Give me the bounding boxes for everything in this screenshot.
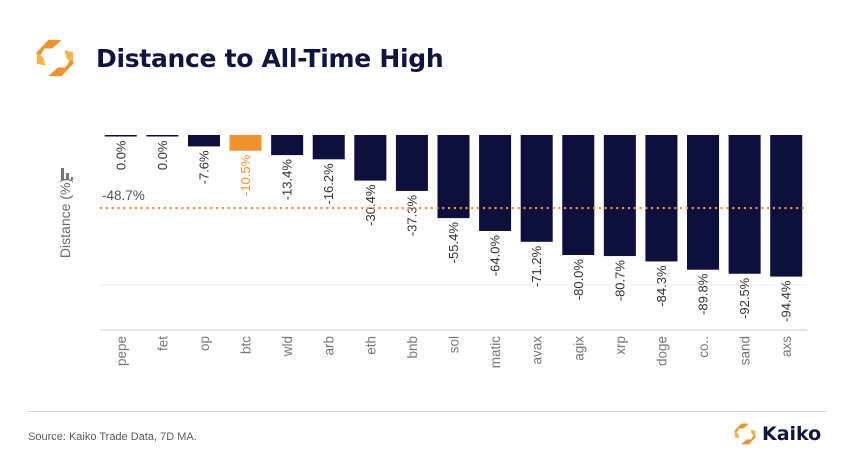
bar-chart: 0.0% pepe 0.0% fet -7.6% op -10.5% btc -13.4% wld… — [100, 135, 807, 369]
x-tick-label: pepe — [114, 336, 129, 366]
x-tick-label: avax — [530, 336, 545, 365]
bar-doge — [645, 135, 678, 262]
value-label: -10.5% — [238, 154, 253, 196]
reference-line-label: -48.7% — [102, 188, 145, 203]
x-tick-label: matic — [488, 336, 503, 369]
x-tick-label: op — [197, 336, 212, 351]
bar-co — [687, 135, 720, 270]
bar-pepe — [104, 135, 137, 137]
bar-sol — [437, 135, 470, 219]
x-tick-label: bnb — [405, 336, 420, 359]
bar-eth — [354, 135, 387, 181]
bar-avax — [520, 135, 553, 242]
bar-agix — [562, 135, 595, 255]
value-label: -64.0% — [488, 235, 503, 277]
x-tick-label: sol — [447, 336, 462, 353]
bar-arb — [312, 135, 345, 160]
bar-fet — [146, 135, 179, 137]
kaiko-brand-icon — [734, 423, 756, 445]
footer-divider — [28, 411, 826, 412]
value-label: -80.0% — [571, 259, 586, 301]
value-label: -13.4% — [280, 159, 295, 201]
value-label: -30.4% — [363, 184, 378, 226]
value-label: 0.0% — [155, 140, 170, 170]
bar-wld — [271, 135, 304, 156]
value-label: 0.0% — [113, 140, 128, 170]
value-label: -89.8% — [696, 273, 711, 315]
bar-op — [187, 135, 220, 147]
x-tick-label: xrp — [613, 336, 628, 355]
x-tick-label: agix — [571, 336, 586, 361]
bar-matic — [479, 135, 512, 231]
bar-btc — [229, 135, 262, 151]
bar-sand — [728, 135, 761, 274]
bar-chart-icon — [61, 168, 73, 180]
value-label: -37.3% — [404, 195, 419, 237]
chart-header: Distance to All-Time High — [34, 34, 444, 82]
brand-logo: Kaiko — [733, 420, 821, 448]
kaiko-logo-icon — [35, 39, 75, 77]
x-tick-label: axs — [779, 336, 794, 357]
x-tick-label: eth — [363, 336, 378, 355]
value-label: -80.7% — [612, 260, 627, 302]
value-label: -7.6% — [196, 150, 211, 184]
x-tick-label: co.. — [696, 336, 711, 358]
x-tick-label: sand — [738, 336, 753, 365]
bar-axs — [770, 135, 803, 277]
x-tick-label: fet — [155, 336, 170, 351]
bar-xrp — [603, 135, 636, 257]
value-label: -92.5% — [737, 277, 752, 319]
source-note: Source: Kaiko Trade Data, 7D MA. — [28, 431, 197, 443]
x-tick-label: doge — [654, 336, 669, 366]
value-label: -55.4% — [446, 222, 461, 264]
x-tick-label: btc — [239, 336, 254, 354]
value-label: -71.2% — [529, 245, 544, 287]
value-label: -94.4% — [779, 280, 794, 322]
brand-name: Kaiko — [762, 423, 822, 445]
x-tick-label: wld — [280, 336, 295, 357]
chart-title: Distance to All-Time High — [96, 43, 444, 73]
x-tick-label: arb — [322, 336, 337, 356]
bar-bnb — [395, 135, 428, 191]
value-label: -84.3% — [654, 265, 669, 307]
value-label: -16.2% — [321, 163, 336, 205]
